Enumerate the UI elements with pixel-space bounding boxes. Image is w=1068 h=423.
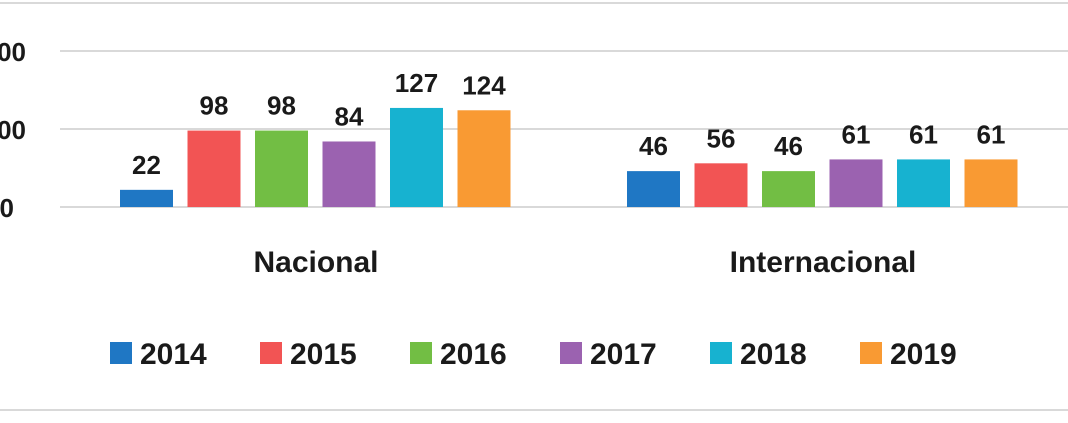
legend-label: 2015	[290, 338, 357, 371]
data-label: 46	[639, 131, 668, 161]
bar	[457, 110, 511, 207]
data-label: 61	[977, 119, 1006, 149]
bar	[829, 159, 883, 207]
y-tick-label: 00	[0, 37, 26, 67]
legend-swatch	[860, 342, 882, 364]
bar	[390, 107, 443, 207]
data-label: 61	[842, 119, 871, 149]
data-label: 127	[395, 68, 438, 98]
bar	[187, 130, 241, 207]
data-label: 22	[132, 150, 161, 180]
legend-label: 2018	[740, 338, 807, 371]
data-label: 98	[267, 91, 296, 121]
data-labels: 22 98 98 84 127 124 46 56 46 61 61 61	[132, 68, 1005, 180]
legend-label: 2014	[140, 338, 207, 371]
legend-label: 2016	[440, 338, 507, 371]
y-tick-label: 00	[0, 115, 26, 145]
data-label: 56	[707, 123, 736, 153]
bar	[120, 189, 173, 207]
bar	[897, 159, 950, 207]
legend-label: 2019	[890, 338, 957, 371]
data-label: 124	[462, 70, 506, 100]
legend-label: 2017	[590, 338, 657, 371]
bar	[322, 141, 376, 207]
category-label: Nacional	[253, 246, 378, 279]
legend-swatch	[560, 342, 582, 364]
bar	[694, 163, 748, 207]
category-label: Internacional	[730, 246, 917, 279]
bar	[255, 130, 308, 207]
legend-swatch	[410, 342, 432, 364]
data-label: 61	[909, 119, 938, 149]
legend-swatch	[710, 342, 732, 364]
legend: 2014 2015 2016 2017 2018 2019	[110, 338, 957, 371]
legend-swatch	[260, 342, 282, 364]
data-label: 84	[335, 101, 364, 131]
data-label: 46	[774, 131, 803, 161]
category-labels: Nacional Internacional	[253, 246, 916, 279]
bar	[762, 171, 815, 207]
bar	[627, 171, 680, 207]
bar-marks	[120, 107, 1018, 207]
y-tick-label: 0	[0, 193, 14, 223]
bar	[964, 159, 1018, 207]
legend-swatch	[110, 342, 132, 364]
data-label: 98	[200, 91, 229, 121]
